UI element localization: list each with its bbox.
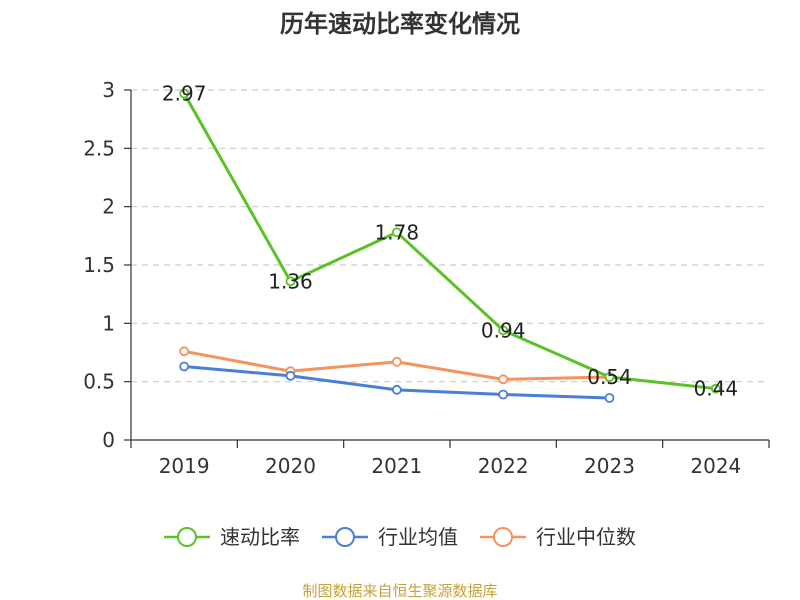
gridlines	[131, 89, 769, 383]
axes: 0 0.5 1 1.5 2 2.5 3 2019 2020 2021 2022 2023 2024	[83, 78, 770, 478]
legend-label: 行业均值	[378, 525, 458, 549]
series-line	[182, 92, 716, 391]
data-point[interactable]	[179, 346, 190, 357]
data-point[interactable]	[498, 374, 509, 385]
legend-item[interactable]: 速动比率	[164, 525, 300, 549]
legend-item[interactable]: 行业中位数	[480, 525, 636, 549]
legend-marker	[335, 527, 355, 547]
data-label: 0.94	[481, 318, 526, 342]
data-labels: 2.97 1.36 1.78 0.94 0.54 0.44	[162, 82, 738, 401]
y-tick-label: 2.5	[83, 136, 115, 160]
data-point[interactable]	[498, 389, 509, 400]
data-label: 0.54	[587, 365, 632, 389]
data-label: 0.44	[694, 377, 739, 401]
data-point[interactable]	[710, 383, 721, 394]
data-point[interactable]	[285, 370, 296, 381]
data-point[interactable]	[391, 227, 402, 238]
data-point[interactable]	[391, 384, 402, 395]
data-point[interactable]	[604, 372, 615, 382]
data-point[interactable]	[391, 356, 402, 367]
x-tick-label: 2020	[265, 454, 316, 478]
legend-marker	[493, 527, 513, 547]
source-note: 制图数据来自恒生聚源数据库	[302, 582, 497, 600]
data-point[interactable]	[179, 361, 190, 372]
chart-title: 历年速动比率变化情况	[280, 10, 520, 38]
data-point[interactable]	[604, 393, 615, 403]
x-tick-label: 2024	[690, 454, 741, 478]
y-tick-label: 2	[102, 195, 115, 219]
data-point[interactable]	[498, 325, 509, 336]
y-tick-label: 0.5	[83, 370, 115, 394]
data-label: 1.36	[268, 269, 313, 293]
x-tick-label: 2021	[371, 454, 422, 478]
x-tick-label: 2019	[159, 454, 210, 478]
x-tick-label: 2023	[584, 454, 635, 478]
data-point[interactable]	[179, 88, 190, 99]
legend-label: 行业中位数	[536, 525, 636, 549]
y-tick-label: 1	[102, 311, 115, 335]
legend-marker	[177, 527, 197, 547]
y-tick-label: 1.5	[83, 253, 115, 277]
y-tick-label: 0	[102, 428, 115, 452]
x-tick-label: 2022	[478, 454, 529, 478]
data-label: 1.78	[375, 220, 420, 244]
legend[interactable]: 速动比率 行业均值 行业中位数	[164, 525, 636, 549]
data-point[interactable]	[285, 276, 296, 287]
series-lines	[179, 88, 721, 403]
data-label: 2.97	[162, 82, 207, 106]
legend-item[interactable]: 行业均值	[322, 525, 458, 549]
legend-label: 速动比率	[220, 525, 300, 549]
y-tick-label: 3	[102, 78, 115, 102]
